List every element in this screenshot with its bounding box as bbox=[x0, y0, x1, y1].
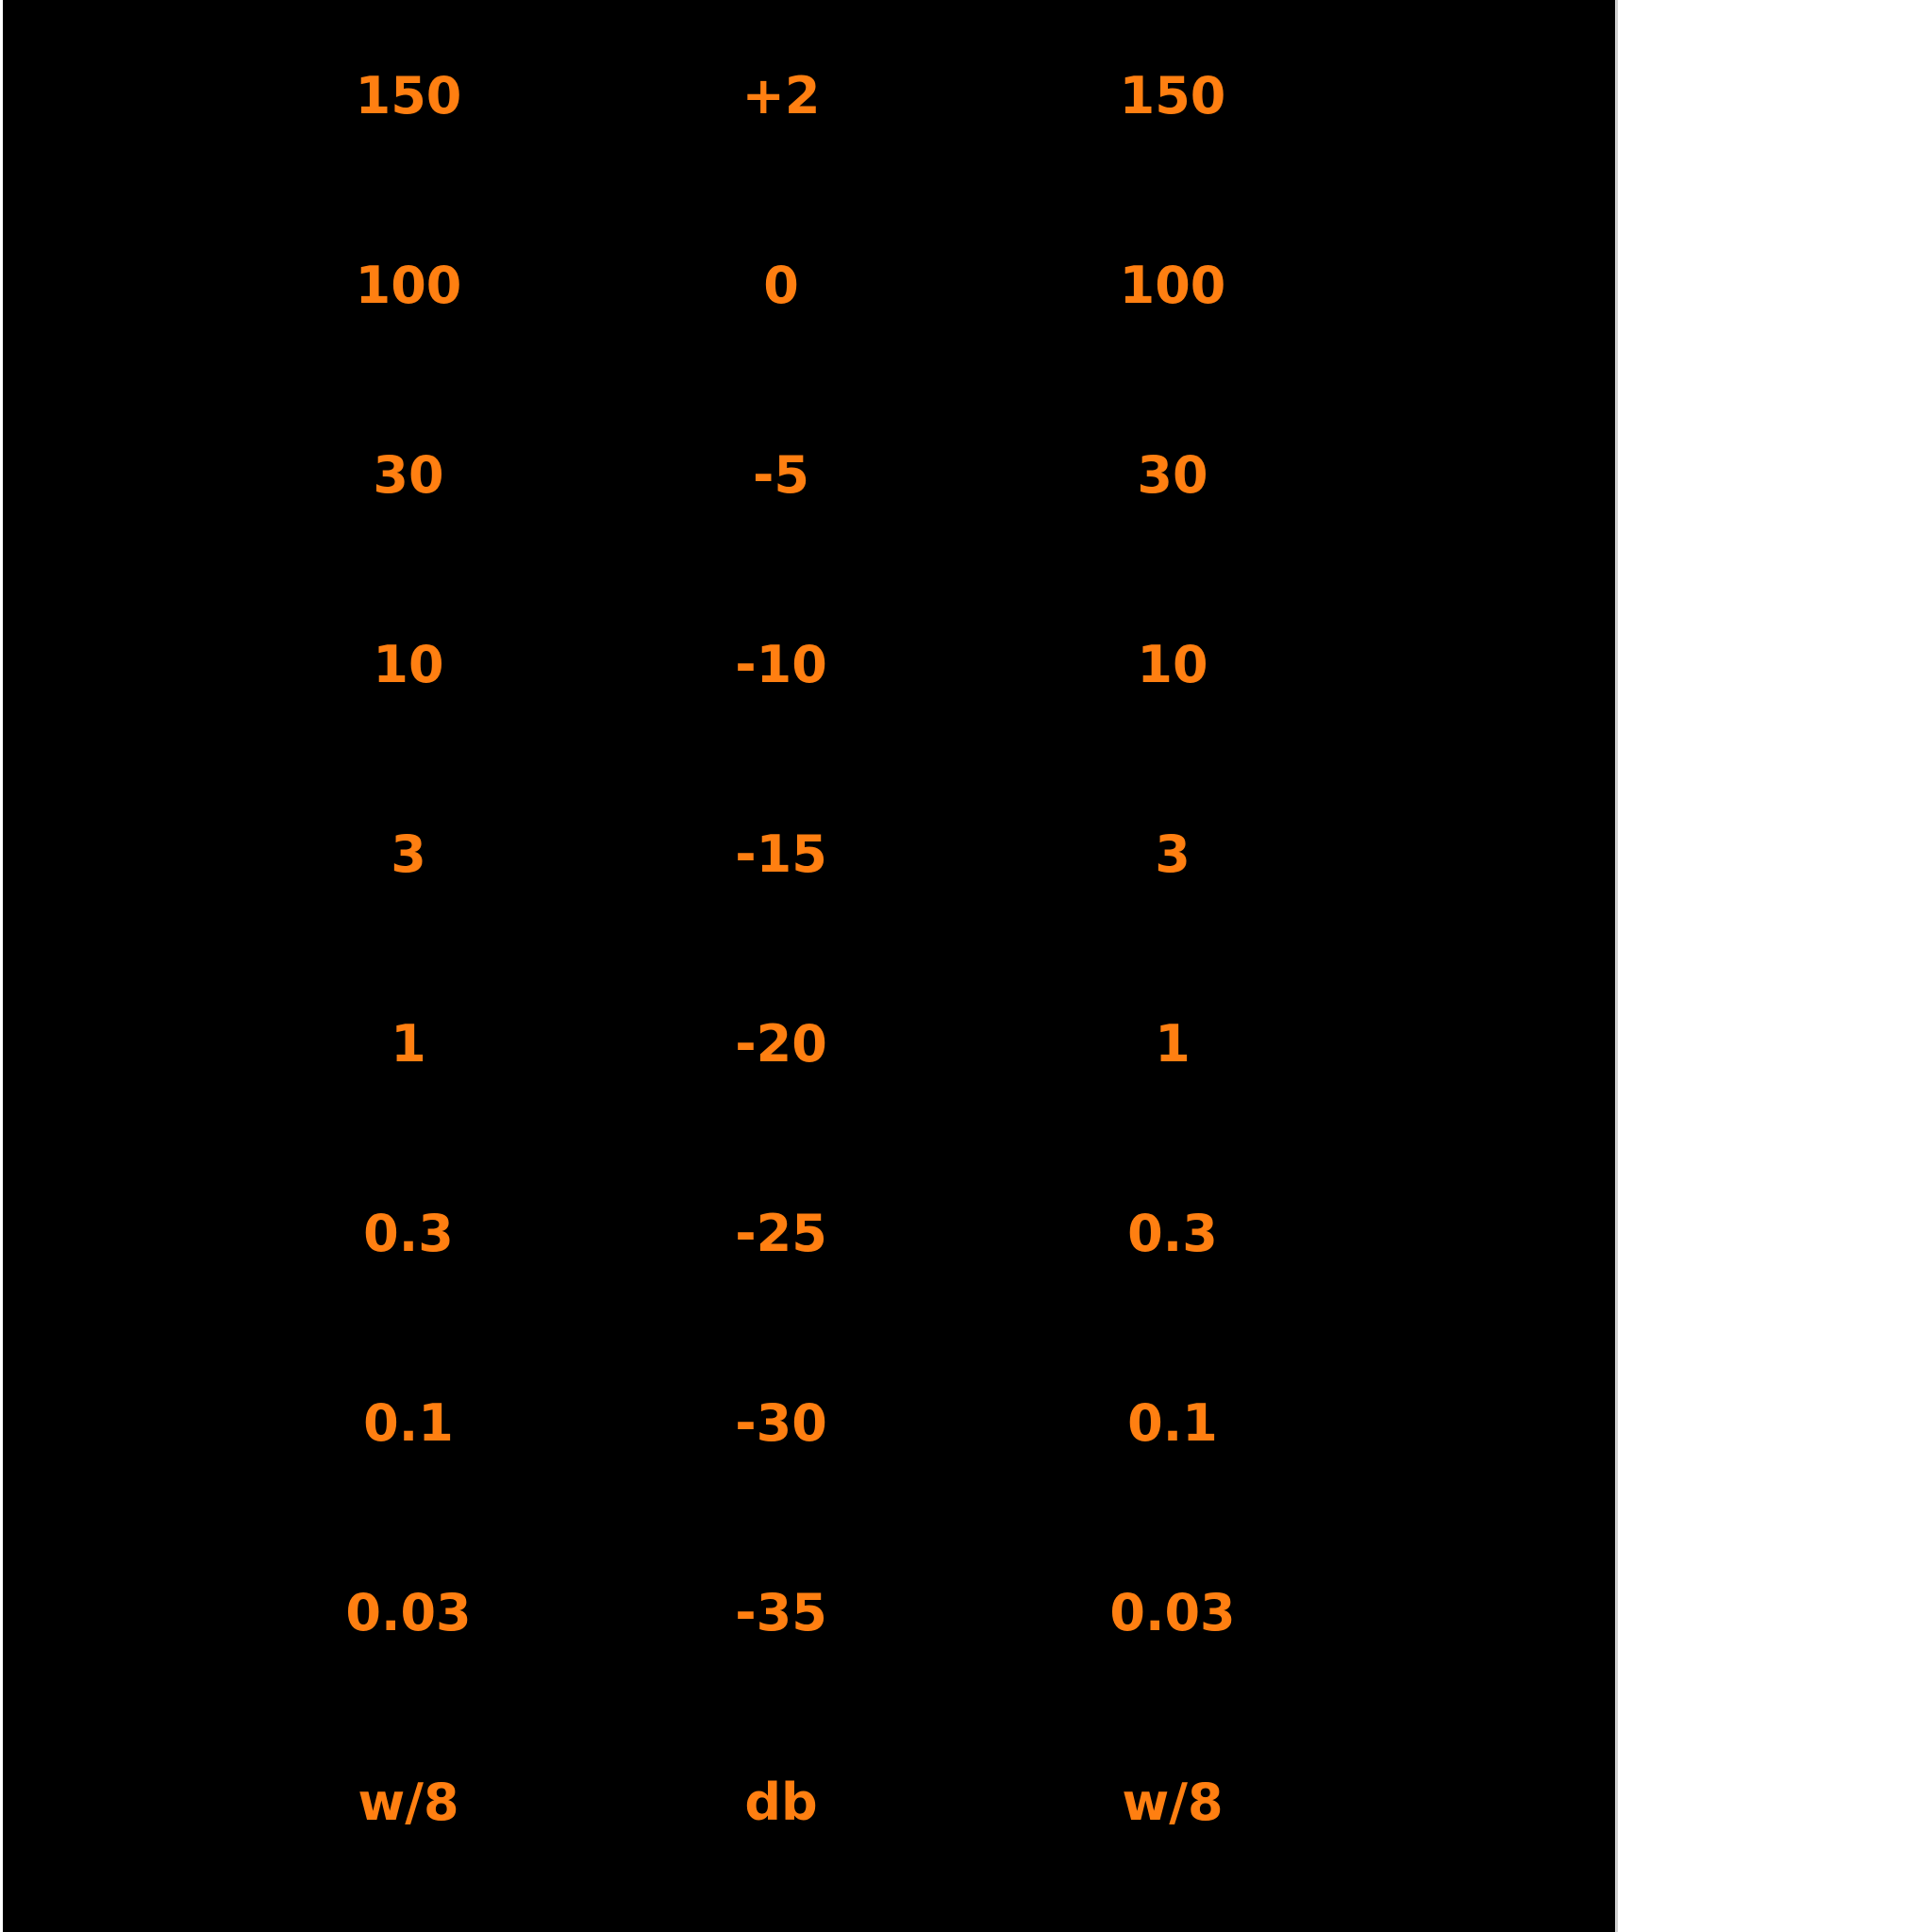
unit-label: w/8 bbox=[358, 1773, 459, 1832]
scale-value: 30 bbox=[373, 445, 444, 505]
scale-value: 0.03 bbox=[345, 1583, 472, 1642]
right-watts-column: 150 100 30 10 3 1 0.3 0.1 0.03 w/8 bbox=[1031, 0, 1314, 1932]
scale-value: -30 bbox=[735, 1393, 827, 1453]
scale-value: 10 bbox=[1137, 635, 1208, 694]
unit-label: db bbox=[744, 1773, 818, 1832]
scale-value: 150 bbox=[1119, 66, 1226, 125]
left-watts-column: 150 100 30 10 3 1 0.3 0.1 0.03 w/8 bbox=[267, 0, 550, 1932]
scale-value: 0.1 bbox=[363, 1393, 454, 1453]
scale-value: -25 bbox=[735, 1204, 827, 1263]
scale-value: 100 bbox=[355, 256, 462, 315]
unit-label: w/8 bbox=[1122, 1773, 1224, 1832]
scale-value: 3 bbox=[391, 824, 426, 884]
scale-value: -35 bbox=[735, 1583, 827, 1642]
scale-value: -15 bbox=[735, 824, 827, 884]
panel-edge-divider bbox=[1615, 0, 1618, 1932]
scale-value: 3 bbox=[1155, 824, 1191, 884]
scale-value: 0.3 bbox=[1127, 1204, 1218, 1263]
scale-value: +2 bbox=[741, 66, 821, 125]
scale-value: 30 bbox=[1137, 445, 1208, 505]
scale-value: -5 bbox=[753, 445, 809, 505]
scale-value: 0.3 bbox=[363, 1204, 454, 1263]
scale-value: 0.03 bbox=[1109, 1583, 1236, 1642]
scale-value: 0 bbox=[763, 256, 799, 315]
scale-value: -10 bbox=[735, 635, 827, 694]
scale-value: 0.1 bbox=[1127, 1393, 1218, 1453]
meter-scale-panel: 150 100 30 10 3 1 0.3 0.1 0.03 w/8 +2 0 … bbox=[3, 0, 1615, 1932]
scale-value: 100 bbox=[1119, 256, 1226, 315]
center-db-column: +2 0 -5 -10 -15 -20 -25 -30 -35 db bbox=[640, 0, 923, 1932]
scale-value: 1 bbox=[391, 1014, 426, 1074]
scale-value: 150 bbox=[355, 66, 462, 125]
scale-value: -20 bbox=[735, 1014, 827, 1074]
scale-value: 1 bbox=[1155, 1014, 1191, 1074]
scale-value: 10 bbox=[373, 635, 444, 694]
